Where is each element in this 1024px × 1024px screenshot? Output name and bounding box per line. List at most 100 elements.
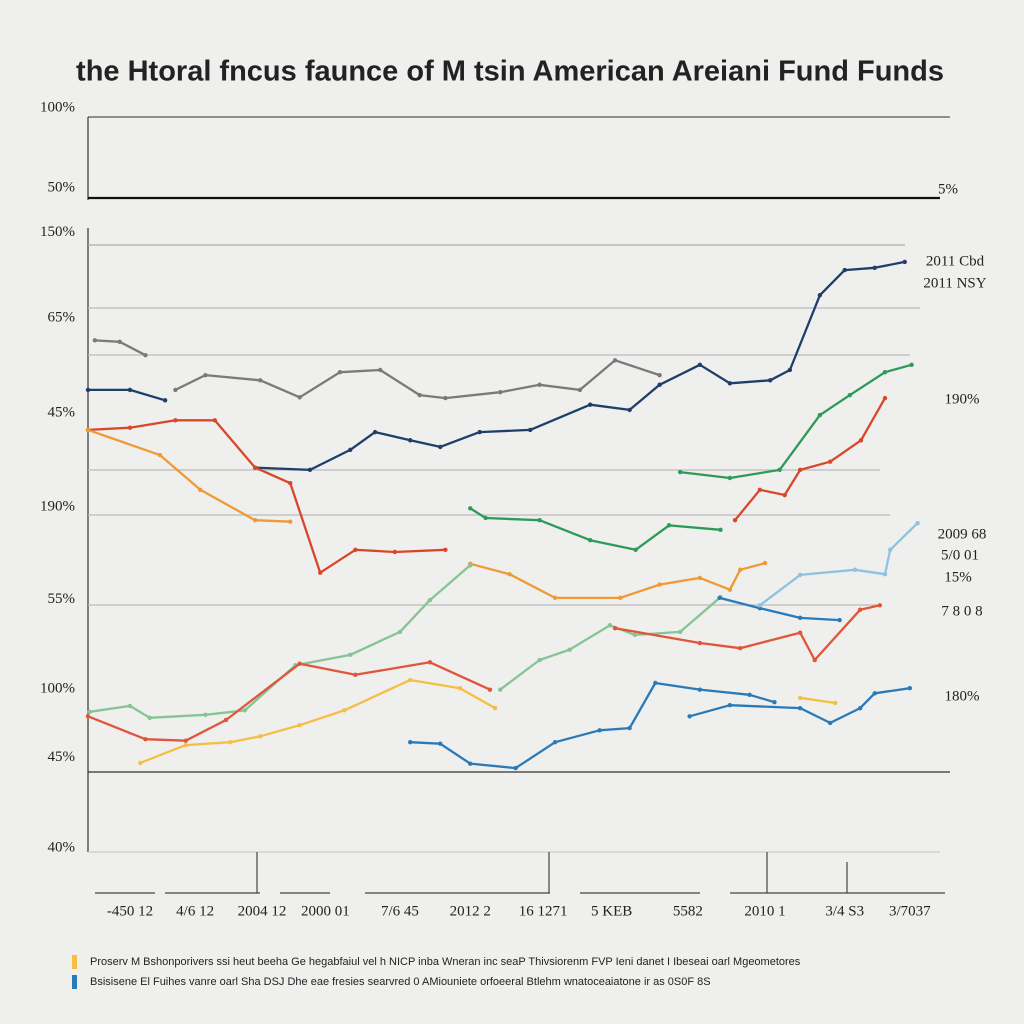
series-point [318, 570, 323, 575]
series-point [612, 358, 618, 363]
series-point [757, 487, 763, 493]
series-point [183, 738, 188, 743]
annotation: 7 8 0 8 [941, 603, 982, 619]
series-point [817, 293, 823, 298]
x-tick-label: 2012 2 [450, 903, 491, 919]
series-point [203, 372, 208, 378]
series-point [173, 418, 178, 423]
series-point [909, 362, 914, 367]
series-point [852, 567, 858, 572]
series-point [588, 537, 593, 543]
series-point [223, 717, 229, 723]
series-point [127, 425, 133, 430]
series-point [378, 367, 383, 373]
series-point [183, 742, 188, 748]
series-point [857, 705, 863, 711]
x-tick-label: 3/7037 [889, 903, 931, 919]
series-point [718, 527, 723, 532]
y-tick-label: 45% [48, 749, 76, 765]
x-tick-label: -450 12 [107, 903, 153, 919]
annotation: 5/0 01 [941, 547, 979, 563]
series-point [307, 467, 313, 473]
y-tick-label: 100% [40, 99, 75, 115]
series-point [627, 407, 632, 413]
series-point [837, 617, 842, 623]
series-point [915, 520, 920, 526]
series-point [597, 728, 602, 733]
y-tick-label: 55% [48, 591, 76, 607]
series-point [297, 661, 302, 666]
series-point [138, 760, 143, 766]
series-point [762, 560, 768, 566]
annotation: 15% [944, 569, 972, 585]
series-point [297, 395, 302, 400]
series-point [143, 352, 148, 358]
series-point [717, 595, 722, 601]
series-point [353, 547, 358, 552]
series-point [777, 467, 782, 473]
series-point [797, 615, 803, 621]
series-point [198, 487, 203, 493]
series-point [127, 387, 133, 393]
x-tick-label: 2000 01 [301, 903, 350, 919]
series-point [127, 703, 133, 709]
series-point [528, 427, 533, 433]
series-point [342, 708, 347, 713]
series-point [203, 712, 208, 717]
series-point [487, 687, 493, 692]
series-line [469, 363, 912, 551]
series-point [147, 715, 152, 720]
series-point [737, 646, 743, 651]
series-point [427, 660, 433, 665]
annotation: 5% [938, 181, 958, 197]
series-point [902, 259, 907, 265]
series-line [87, 397, 886, 574]
series-point [687, 714, 692, 719]
series-point [653, 680, 658, 686]
series-point [782, 492, 787, 498]
series-point [552, 739, 558, 745]
series-point [258, 378, 263, 383]
series-point [297, 722, 302, 728]
series-point [632, 632, 637, 638]
series-point [483, 515, 488, 521]
series-line [94, 339, 660, 400]
annotation: 190% [945, 391, 980, 407]
y-tick-label: 65% [48, 310, 76, 326]
series-point [252, 465, 258, 470]
series-point [657, 382, 662, 387]
x-tick-label: 3/4 S3 [825, 903, 864, 919]
annotation: 180% [945, 688, 980, 704]
series-point [252, 517, 258, 523]
x-tick-label: 4/6 12 [176, 903, 214, 919]
series-point [353, 672, 358, 678]
x-tick-label: 2004 12 [238, 903, 287, 919]
series-point [677, 469, 683, 475]
series-point [827, 720, 833, 726]
series-point [288, 480, 293, 486]
series-point [877, 603, 883, 608]
y-tick-label: 50% [48, 179, 76, 195]
series-point [92, 338, 98, 343]
series-point [827, 459, 833, 464]
series-point [612, 626, 618, 631]
annotation: 2011 NSY [923, 275, 986, 291]
series-point [588, 402, 593, 407]
series-point [372, 429, 378, 435]
series-point [757, 603, 763, 608]
series-line [87, 428, 766, 600]
series-point [212, 418, 218, 423]
series-point [607, 623, 613, 628]
series-point [427, 597, 433, 603]
series-point [797, 572, 803, 578]
x-tick-label: 7/6 45 [381, 903, 419, 919]
series-point [727, 702, 733, 708]
legend-label: Bsisisene El Fuihes vanre oarl Sha DSJ D… [90, 976, 711, 988]
series-point [162, 398, 168, 403]
series-point [697, 687, 703, 692]
series-point [727, 475, 733, 481]
series-point [397, 629, 403, 635]
series-point [408, 677, 413, 683]
series-point [657, 582, 662, 587]
x-tick-label: 5 KEB [591, 903, 632, 919]
